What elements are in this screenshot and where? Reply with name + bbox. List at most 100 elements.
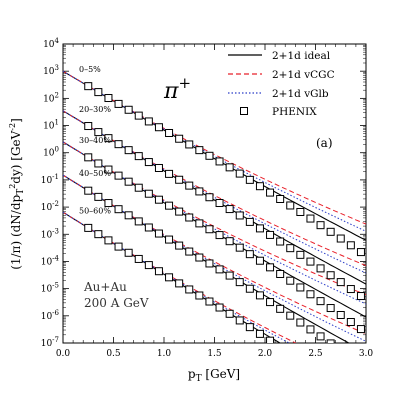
- y-tick-label: 10-5: [41, 282, 59, 295]
- phenix-marker: [245, 284, 254, 293]
- phenix-marker: [185, 181, 194, 190]
- phenix-marker: [287, 351, 294, 358]
- centrality-label: 40–50%: [79, 169, 111, 178]
- curve-vcgc: [63, 141, 366, 296]
- curve-vglb: [63, 211, 291, 343]
- phenix-marker: [337, 347, 344, 354]
- axis-tick-labels: 0.0 0.5 1.0 1.5 2.0 2.5 3.0 10-7 10-6 10-5 10-4 10-…: [41, 37, 374, 359]
- phenix-marker: [326, 227, 335, 236]
- curve-vcgc: [63, 174, 366, 335]
- phenix-marker: [84, 186, 93, 195]
- phenix-marker: [165, 273, 174, 282]
- phenix-marker: [296, 207, 305, 216]
- phenix-marker: [297, 358, 304, 365]
- phenix-marker: [245, 175, 254, 184]
- centrality-label: 20–30%: [79, 105, 111, 114]
- phenix-marker: [84, 122, 93, 131]
- phenix-marker: [154, 229, 163, 238]
- phenix-marker: [215, 303, 224, 312]
- phenix-marker: [266, 263, 275, 272]
- phenix-marker: [185, 247, 194, 256]
- phenix-marker: [336, 310, 345, 319]
- phenix-marker: [195, 187, 204, 196]
- phenix-marker: [154, 267, 163, 276]
- phenix-marker: [276, 269, 285, 278]
- phenix-marker: [94, 88, 103, 97]
- phenix-marker: [326, 271, 335, 280]
- phenix-marker: [356, 325, 365, 334]
- phenix-marker: [306, 290, 315, 299]
- phenix-marker: [306, 325, 315, 334]
- curve-vcgc: [63, 110, 366, 267]
- y-tick-label: 103: [43, 64, 59, 77]
- phenix-marker: [306, 214, 315, 223]
- x-tick-label: 3.0: [359, 349, 374, 359]
- phenix-marker: [225, 271, 234, 280]
- phenix-marker: [356, 292, 365, 301]
- phenix-marker: [205, 193, 214, 202]
- phenix-marker: [225, 205, 234, 214]
- phenix-marker: [165, 235, 174, 244]
- phenix-marker: [104, 199, 113, 208]
- y-axis-label: (1/π) (dN/dpT2dy) [GeV-2]: [8, 118, 26, 270]
- x-tick-label: 1.0: [157, 349, 172, 359]
- phenix-marker: [104, 94, 113, 103]
- phenix-marker: [235, 211, 244, 220]
- curve-vglb: [63, 70, 366, 232]
- phenix-marker: [276, 195, 285, 204]
- phenix-marker: [134, 152, 143, 161]
- phenix-marker: [144, 189, 153, 198]
- model-curves: [63, 70, 366, 343]
- phenix-marker: [215, 231, 224, 240]
- phenix-marker: [235, 316, 244, 325]
- phenix-marker: [266, 298, 275, 307]
- phenix-marker: [245, 250, 254, 259]
- phenix-marker: [225, 163, 234, 172]
- phenix-marker: [235, 278, 244, 287]
- phenix-marker: [195, 219, 204, 228]
- phenix-marker: [185, 213, 194, 222]
- phenix-marker: [114, 140, 123, 149]
- phenix-marker: [124, 248, 133, 257]
- phenix-marker: [286, 201, 295, 210]
- phenix-marker: [316, 221, 325, 230]
- panel-tag: (a): [316, 136, 333, 150]
- phenix-marker: [94, 128, 103, 137]
- phenix-marker: [356, 248, 365, 257]
- legend: 2+1d ideal 2+1d vCGC 2+1d vGlb PHENIX: [228, 50, 335, 118]
- collision-energy: 200 A GeV: [84, 296, 149, 310]
- phenix-marker: [255, 224, 264, 233]
- phenix-marker: [235, 169, 244, 178]
- phenix-marker: [175, 134, 184, 143]
- y-tick-label: 100: [43, 146, 59, 159]
- phenix-marker: [316, 264, 325, 273]
- phenix-marker: [326, 304, 335, 313]
- collision-system: Au+Au: [83, 280, 127, 294]
- x-tick-label: 0.5: [106, 349, 121, 359]
- phenix-marker: [296, 318, 305, 327]
- phenix-marker: [255, 329, 264, 338]
- phenix-marker: [134, 217, 143, 226]
- phenix-marker: [114, 99, 123, 108]
- y-tick-label: 10-3: [41, 227, 59, 240]
- phenix-marker: [347, 354, 354, 361]
- y-tick-label: 10-1: [41, 173, 59, 186]
- curve-vcgc: [63, 70, 366, 225]
- x-tick-label: 2.5: [308, 349, 323, 359]
- phenix-marker: [296, 283, 305, 292]
- phenix-marker: [266, 230, 275, 239]
- phenix-marker: [165, 128, 174, 137]
- phenix-marker: [144, 117, 153, 126]
- phenix-marker: [104, 134, 113, 143]
- phenix-marker: [104, 165, 113, 174]
- phenix-marker: [144, 223, 153, 232]
- phenix-marker: [165, 201, 174, 210]
- phenix-marker: [215, 199, 224, 208]
- phenix-marker: [286, 244, 295, 253]
- phenix-marker: [134, 111, 143, 120]
- phenix-marker: [144, 261, 153, 270]
- phenix-marker: [205, 259, 214, 268]
- phenix-marker: [205, 225, 214, 234]
- phenix-marker: [337, 386, 344, 393]
